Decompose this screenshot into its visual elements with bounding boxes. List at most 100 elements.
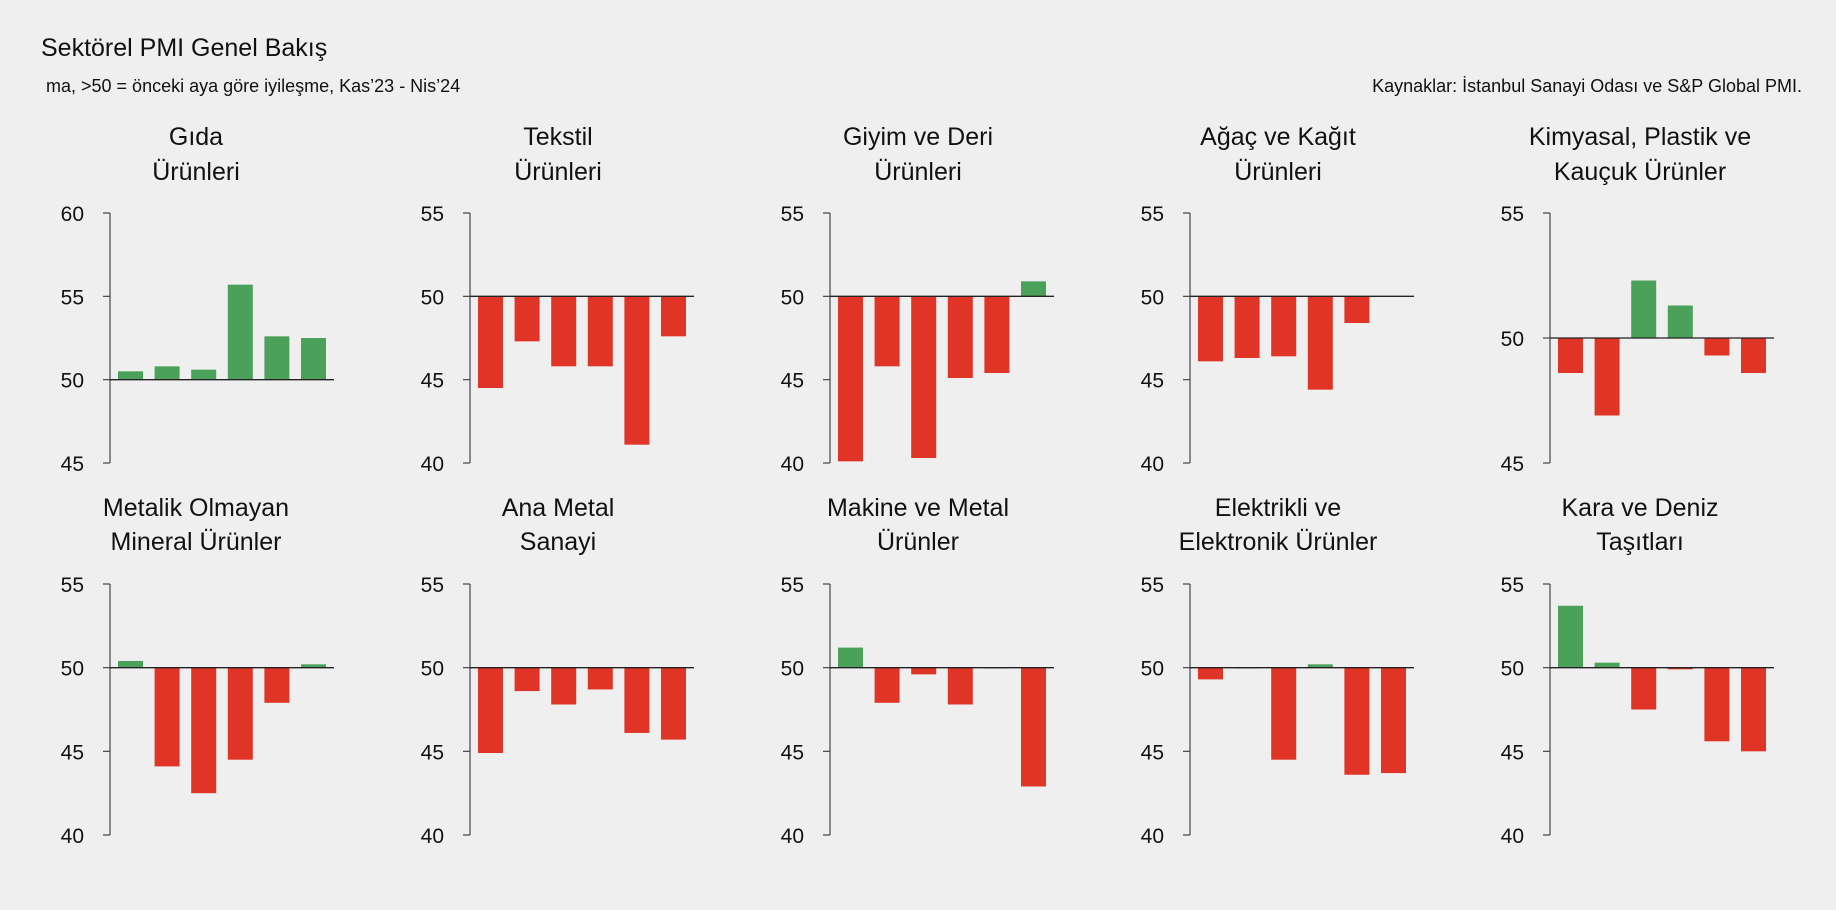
chart-title-line: Makine ve Metal	[827, 494, 1009, 522]
chart-title-line: Ürünleri	[1234, 158, 1322, 186]
sector-chart-9: Elektrikli ve Elektronik Ürünler 55 50 45 40	[1141, 494, 1414, 848]
y-tick-label: 50	[1141, 286, 1164, 309]
bar	[1344, 667, 1370, 775]
bar	[514, 296, 540, 342]
y-tick-label: 40	[1501, 825, 1524, 848]
bar	[874, 296, 900, 367]
bar	[874, 667, 900, 703]
y-tick-label: 55	[1501, 203, 1524, 226]
y-tick-label: 50	[1501, 658, 1524, 681]
chart-title-line: Taşıtları	[1596, 528, 1684, 556]
bar	[551, 667, 577, 705]
bar	[1307, 296, 1333, 390]
bar	[118, 371, 143, 380]
chart-title-line: Giyim ve Deri	[843, 123, 993, 151]
bar	[191, 369, 217, 380]
bar	[1271, 296, 1297, 357]
y-tick-label: 50	[1141, 658, 1164, 681]
y-tick-label: 40	[781, 825, 804, 848]
bar	[1704, 338, 1730, 356]
bar	[1704, 667, 1730, 742]
bar	[984, 296, 1010, 373]
chart-title-line: Elektrikli ve	[1215, 494, 1341, 522]
chart-title-line: Mineral Ürünler	[111, 528, 282, 556]
y-tick-label: 45	[1501, 741, 1524, 764]
bar	[301, 664, 326, 668]
y-tick-label: 50	[1501, 328, 1524, 351]
bar	[1594, 338, 1620, 416]
bar	[1667, 667, 1693, 670]
y-tick-label: 40	[781, 453, 804, 476]
bar	[587, 296, 613, 367]
chart-title-line: Tekstil	[523, 123, 592, 151]
bar	[911, 296, 937, 458]
y-tick-label: 45	[1141, 370, 1164, 393]
bar	[947, 296, 973, 378]
chart-title-line: Ana Metal	[502, 494, 615, 522]
y-tick-label: 45	[421, 370, 444, 393]
bar	[1558, 338, 1583, 373]
bar	[514, 667, 540, 692]
y-tick-label: 40	[61, 825, 84, 848]
bar	[624, 667, 650, 733]
y-tick-label: 55	[1501, 574, 1524, 597]
bar	[154, 366, 180, 380]
page-title: Sektörel PMI Genel Bakış	[41, 34, 328, 62]
bar	[301, 338, 326, 380]
bar	[911, 667, 937, 675]
y-tick-label: 60	[61, 203, 84, 226]
chart-title-line: Ürünleri	[874, 158, 962, 186]
bar	[1344, 296, 1370, 323]
bar	[1667, 305, 1693, 338]
y-tick-label: 40	[1141, 453, 1164, 476]
bar	[478, 667, 503, 754]
bar	[661, 296, 686, 337]
y-tick-label: 50	[781, 658, 804, 681]
bar	[1021, 667, 1046, 787]
chart-title-line: Ürünleri	[514, 158, 602, 186]
bar	[227, 667, 253, 760]
chart-title-line: Ürünleri	[152, 158, 240, 186]
bar	[838, 296, 863, 462]
bar	[1631, 280, 1657, 338]
y-tick-label: 40	[421, 453, 444, 476]
bar	[264, 667, 290, 703]
bar	[587, 667, 613, 690]
sector-chart-7: Ana Metal Sanayi 55 50 45 40	[421, 494, 694, 848]
sector-chart-6: Metalik Olmayan Mineral Ürünler 55 50 45 40	[61, 494, 334, 848]
bar	[624, 296, 650, 445]
chart-title-line: Kauçuk Ürünler	[1554, 158, 1726, 186]
bar	[661, 667, 686, 740]
bar	[1631, 667, 1657, 710]
bar	[1307, 664, 1333, 668]
y-tick-label: 40	[1141, 825, 1164, 848]
chart-title-line: Ağaç ve Kağıt	[1200, 123, 1356, 151]
chart-title-line: Kara ve Deniz	[1561, 494, 1718, 522]
y-tick-label: 50	[61, 658, 84, 681]
y-tick-label: 55	[61, 574, 84, 597]
y-tick-label: 45	[421, 741, 444, 764]
sector-chart-5: Kimyasal, Plastik ve Kauçuk Ürünler 55 50 45	[1501, 123, 1774, 476]
bar	[191, 667, 217, 794]
sector-chart-10: Kara ve Deniz Taşıtları 55 50 45 40	[1501, 494, 1774, 848]
bar	[1198, 667, 1223, 680]
sector-chart-3: Giyim ve Deri Ürünleri 55 50 45 40	[781, 123, 1054, 476]
page-subtitle: ma, >50 = önceki aya göre iyileşme, Kas’…	[46, 76, 461, 96]
y-tick-label: 55	[421, 203, 444, 226]
chart-title-line: Elektronik Ürünler	[1179, 528, 1378, 556]
bar	[1198, 296, 1223, 362]
y-tick-label: 45	[1501, 453, 1524, 476]
y-tick-label: 45	[1141, 741, 1164, 764]
bar	[1381, 667, 1406, 774]
bar	[264, 336, 290, 380]
bar	[551, 296, 577, 367]
sector-chart-1: Gıda Ürünleri 60 55 50 45	[61, 123, 334, 476]
y-tick-label: 45	[61, 741, 84, 764]
bar	[1234, 296, 1260, 358]
y-tick-label: 55	[61, 286, 84, 309]
bar	[478, 296, 503, 388]
bar	[947, 667, 973, 705]
bar	[227, 284, 253, 380]
y-tick-label: 55	[781, 574, 804, 597]
